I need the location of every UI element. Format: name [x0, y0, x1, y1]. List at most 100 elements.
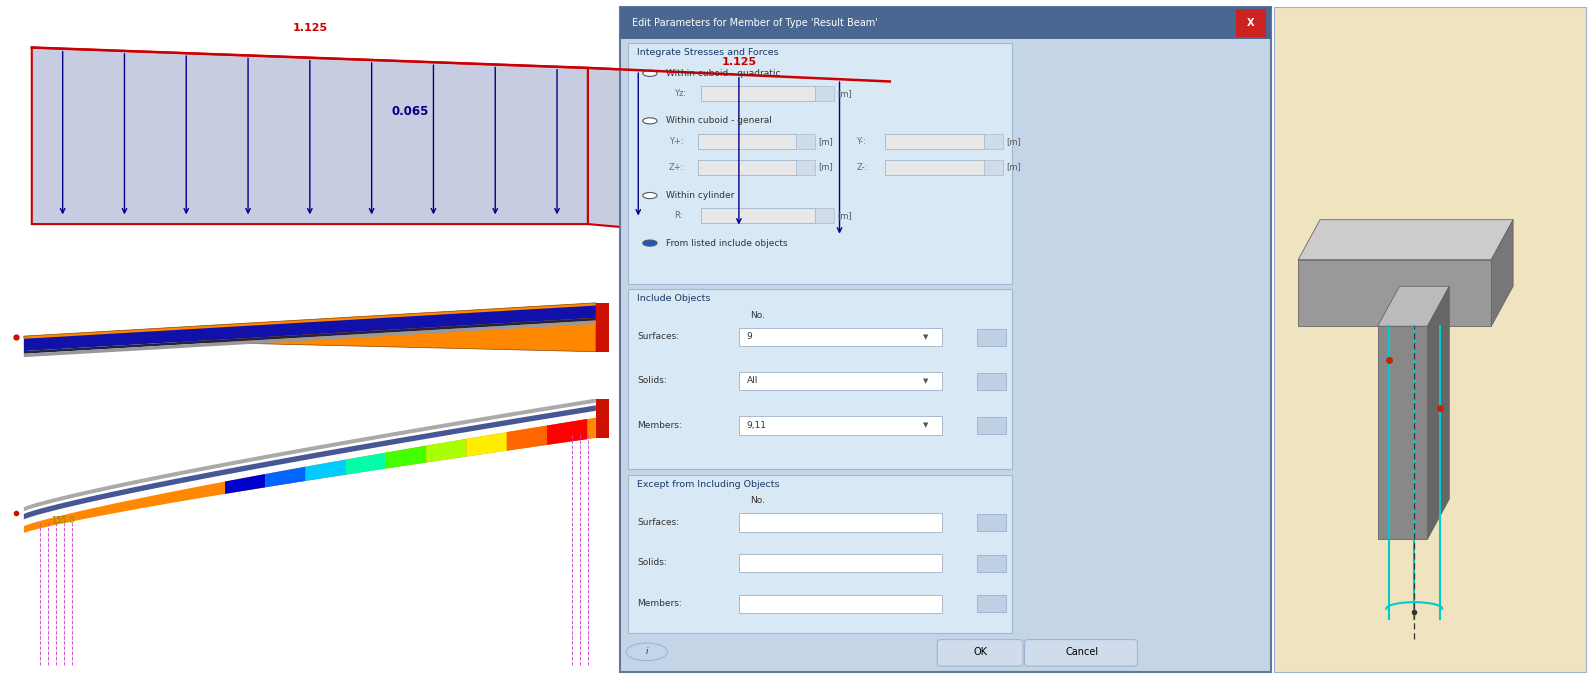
Text: Members:: Members: [637, 599, 682, 608]
Text: Yz:: Yz: [674, 89, 686, 98]
Text: 1.125: 1.125 [721, 56, 756, 67]
Bar [628, 43, 1012, 284]
Text: Surfaces:: Surfaces: [637, 332, 680, 342]
Bar [596, 303, 609, 352]
Text: [m]: [m] [1006, 162, 1020, 172]
Text: Z+:: Z+: [669, 162, 685, 172]
Polygon shape [24, 318, 596, 354]
Bar [984, 160, 1003, 175]
Polygon shape [24, 320, 596, 357]
Bar [885, 134, 984, 149]
Bar [977, 514, 1006, 531]
Polygon shape [426, 439, 467, 462]
Polygon shape [467, 432, 507, 456]
Polygon shape [346, 453, 386, 475]
Text: No.: No. [750, 311, 764, 320]
Text: From listed include objects: From listed include objects [666, 238, 788, 248]
Circle shape [644, 118, 658, 124]
Polygon shape [588, 68, 890, 251]
Polygon shape [226, 474, 265, 494]
Text: 1.125: 1.125 [292, 22, 327, 33]
Text: No.: No. [750, 496, 764, 505]
Polygon shape [265, 466, 305, 488]
Text: Cancel: Cancel [1065, 647, 1098, 657]
Text: [m]: [m] [837, 211, 852, 221]
Polygon shape [24, 418, 596, 533]
Text: Surfaces:: Surfaces: [637, 517, 680, 527]
Bar [1298, 259, 1492, 326]
Bar [977, 329, 1006, 346]
Text: [m]: [m] [818, 162, 833, 172]
Bar [984, 134, 1003, 149]
Text: [m]: [m] [837, 89, 852, 98]
Polygon shape [24, 405, 596, 519]
Bar [815, 208, 834, 223]
Bar [701, 208, 815, 223]
Text: ▼: ▼ [923, 378, 928, 384]
Text: Within cuboid - quadratic: Within cuboid - quadratic [666, 69, 780, 78]
Text: Edit Parameters for Member of Type 'Result Beam': Edit Parameters for Member of Type 'Resu… [632, 18, 879, 28]
Polygon shape [24, 306, 596, 351]
Bar [739, 595, 942, 613]
Text: R:: R: [674, 211, 682, 221]
Bar [1274, 7, 1586, 672]
Text: i: i [645, 647, 648, 657]
Bar [596, 399, 609, 438]
Text: Solids:: Solids: [637, 376, 667, 386]
Text: 9: 9 [747, 332, 753, 342]
FancyBboxPatch shape [938, 640, 1023, 666]
Bar [628, 289, 1012, 469]
Polygon shape [386, 445, 426, 469]
Bar [977, 555, 1006, 572]
Bar [739, 372, 942, 390]
Bar [628, 475, 1012, 633]
Polygon shape [24, 303, 596, 352]
Bar [1378, 326, 1427, 539]
Bar [701, 86, 815, 101]
Text: Y-:: Y-: [856, 136, 866, 146]
Bar [885, 160, 984, 175]
Bar [620, 7, 1271, 39]
Polygon shape [1378, 287, 1449, 326]
Text: 9,11: 9,11 [747, 420, 767, 430]
Polygon shape [24, 399, 596, 511]
Text: Except from Including Objects: Except from Including Objects [637, 480, 780, 489]
Text: ▼: ▼ [923, 422, 928, 428]
Bar [977, 373, 1006, 390]
Bar [739, 554, 942, 572]
Bar [739, 513, 942, 532]
Bar [796, 160, 815, 175]
Polygon shape [547, 419, 588, 445]
Bar [1236, 9, 1266, 37]
Bar [977, 417, 1006, 434]
Polygon shape [507, 426, 547, 451]
Text: Solids:: Solids: [637, 558, 667, 568]
Bar [698, 160, 796, 175]
Text: OK: OK [972, 647, 987, 657]
Bar [796, 134, 815, 149]
Polygon shape [1427, 287, 1449, 539]
Circle shape [644, 193, 658, 198]
Text: Within cylinder: Within cylinder [666, 191, 734, 200]
Text: Integrate Stresses and Forces: Integrate Stresses and Forces [637, 48, 779, 57]
Text: Within cuboid - general: Within cuboid - general [666, 116, 772, 126]
Text: [m]: [m] [1006, 136, 1020, 146]
Circle shape [626, 643, 667, 661]
Polygon shape [1492, 220, 1513, 326]
Text: Y+:: Y+: [669, 136, 683, 146]
Circle shape [644, 71, 658, 77]
Text: 155.0: 155.0 [51, 516, 75, 525]
Text: 0.065: 0.065 [391, 105, 429, 118]
Bar [977, 595, 1006, 612]
Polygon shape [305, 460, 346, 481]
Text: X: X [1247, 18, 1254, 28]
Text: Include Objects: Include Objects [637, 295, 710, 304]
Text: ▼: ▼ [923, 334, 928, 340]
FancyBboxPatch shape [1025, 640, 1138, 666]
Bar [739, 416, 942, 435]
Bar [739, 328, 942, 346]
Circle shape [644, 240, 658, 246]
Bar [815, 86, 834, 101]
Text: All: All [747, 376, 758, 386]
Text: Members:: Members: [637, 420, 682, 430]
